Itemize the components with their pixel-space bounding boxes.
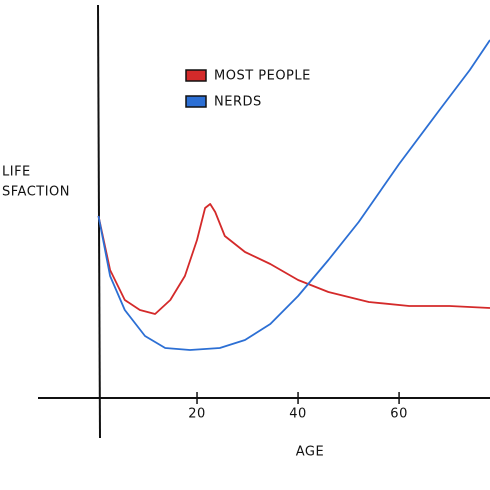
x-label: AGE (296, 445, 324, 460)
legend-swatch (185, 69, 207, 82)
legend-swatch (185, 95, 207, 108)
line (97, 39, 490, 351)
legend-label: NERDS (214, 95, 262, 110)
x-tick-label: 20 (188, 407, 206, 422)
y-label: SFACTION (2, 185, 70, 200)
x-tick-label: 40 (289, 407, 307, 422)
legend-label: MOST PEOPLE (214, 69, 311, 84)
line (97, 203, 490, 315)
y-label: LIFE (2, 165, 31, 180)
x-tick-label: 60 (390, 407, 408, 422)
